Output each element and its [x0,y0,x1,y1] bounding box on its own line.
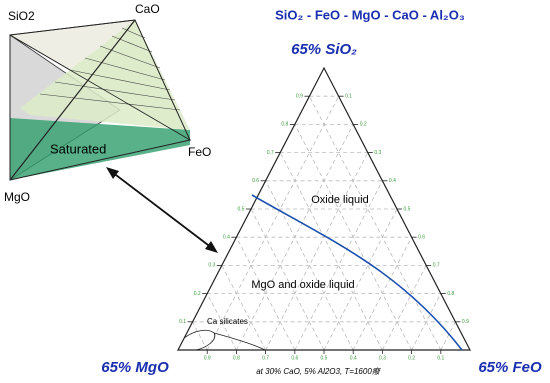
phase-boundary [183,329,266,351]
sketch: SiO2 CaO FeO MgO Saturated [4,2,211,204]
apex-label: 65% MgO [101,359,169,376]
tick-label: 0.3 [208,263,215,269]
tick-label: 0.1 [345,94,352,100]
phase-boundary [251,194,463,351]
region-label: Oxide liquid [311,194,368,206]
tick-label: 0.4 [389,178,396,184]
grid-line [352,237,412,351]
sketch-edge [9,19,136,181]
sketch-label: CaO [135,2,160,16]
grid-line [382,265,427,351]
grid-line [440,321,456,351]
tick-label: 0.2 [408,355,415,361]
tick-label: 0.5 [404,206,411,212]
grid-line [221,265,266,351]
ternary: 0.1 0.2 0.3 0.4 0.5 0.6 0.7 0.8 0.9 0.1 0.2 0.3 0.4 0… [177,66,471,361]
tick-label: 0.4 [350,355,357,361]
sketch-region-label: Saturated [50,141,106,156]
grid-line [206,96,339,351]
sketch-edge [9,34,191,141]
tick-label: 0.9 [296,94,303,100]
tick-label: 0.8 [233,355,240,361]
grid-line [250,208,325,351]
tick-label: 0.1 [437,355,444,361]
tick-label: 0.2 [194,291,201,297]
tick-label: 0.7 [267,150,274,156]
sketch-label: MgO [4,190,30,204]
grid-line [236,237,296,351]
tick-label: 0.8 [447,291,454,297]
tick-label: 0.6 [418,235,425,241]
region-label: Ca silicates [207,317,248,326]
tick-label: 0.5 [321,355,328,361]
grid-line [323,208,398,351]
apex-label: 65% SiO₂ [291,41,357,58]
tick-label: 0.6 [291,355,298,361]
sketch-label: SiO2 [8,9,35,23]
grid-line [411,293,442,351]
tick-label: 0.3 [379,355,386,361]
grid-line [206,293,237,351]
tick-label: 0.9 [204,355,211,361]
tick-label: 0.8 [281,122,288,128]
sketch-contours [39,27,181,111]
tick-label: 0.6 [252,178,259,184]
tick-label: 0.5 [238,206,245,212]
region-label: MgO and oxide liquid [251,279,354,291]
sketch-label: FeO [188,145,211,159]
grid-line [265,152,369,351]
tick-label: 0.9 [462,319,469,325]
link-arrow [106,167,218,253]
apex-label: 65% FeO [478,359,542,376]
tick-label: 0.7 [262,355,269,361]
tick-label: 0.3 [374,150,381,156]
grid-line [279,152,383,351]
grid-line [192,321,208,351]
tick-label: 0.2 [360,122,367,128]
grid-line [309,96,442,351]
tick-label: 0.4 [223,235,230,241]
sketch-saturated [10,118,190,180]
tick-label: 0.7 [433,263,440,269]
figure-title: SiO₂ - FeO - MgO - CaO - Al₂O₃ [275,7,465,22]
tick-label: 0.1 [179,319,186,325]
caption: at 30% CaO, 5% Al2O3, T=1600癈 [256,367,382,376]
